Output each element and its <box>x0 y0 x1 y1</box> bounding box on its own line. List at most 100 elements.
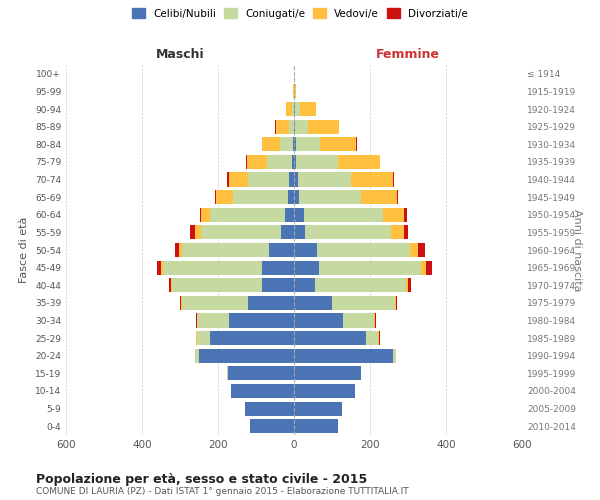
Bar <box>171 278 172 292</box>
Bar <box>296 155 338 169</box>
Bar <box>246 155 247 169</box>
Bar <box>157 260 161 274</box>
Bar <box>295 102 301 116</box>
Bar <box>190 226 195 239</box>
Bar <box>232 384 294 398</box>
Bar <box>298 172 351 186</box>
Bar <box>292 155 294 169</box>
Bar <box>410 243 418 257</box>
Bar <box>247 155 268 169</box>
Bar <box>383 208 404 222</box>
Bar <box>197 314 229 328</box>
Bar <box>406 278 408 292</box>
Bar <box>320 137 356 152</box>
Bar <box>299 190 361 204</box>
Bar <box>281 226 294 239</box>
Bar <box>286 102 292 116</box>
Bar <box>161 260 163 274</box>
Bar <box>182 243 269 257</box>
Bar <box>229 172 248 186</box>
Bar <box>294 120 295 134</box>
Bar <box>294 296 332 310</box>
Bar <box>393 348 396 363</box>
Bar <box>294 190 299 204</box>
Bar <box>294 208 304 222</box>
Bar <box>289 120 293 134</box>
Bar <box>163 260 262 274</box>
Bar <box>245 402 294 415</box>
Bar <box>319 260 421 274</box>
Bar <box>199 348 294 363</box>
Bar <box>292 102 293 116</box>
Bar <box>374 314 376 328</box>
Bar <box>229 314 294 328</box>
Bar <box>179 243 182 257</box>
Bar <box>262 278 294 292</box>
Bar <box>211 331 294 345</box>
Bar <box>294 226 305 239</box>
Bar <box>294 314 343 328</box>
Bar <box>396 296 397 310</box>
Y-axis label: Fasce di età: Fasce di età <box>19 217 29 283</box>
Bar <box>262 137 280 152</box>
Text: Popolazione per età, sesso e stato civile - 2015: Popolazione per età, sesso e stato civil… <box>36 472 367 486</box>
Bar <box>197 331 211 345</box>
Bar <box>201 226 281 239</box>
Bar <box>308 120 339 134</box>
Bar <box>172 278 262 292</box>
Bar <box>421 260 426 274</box>
Bar <box>195 348 199 363</box>
Bar <box>296 137 320 152</box>
Bar <box>418 243 425 257</box>
Bar <box>366 331 377 345</box>
Bar <box>200 208 201 222</box>
Text: Maschi: Maschi <box>155 48 205 62</box>
Bar <box>397 190 398 204</box>
Bar <box>317 243 410 257</box>
Bar <box>250 419 294 433</box>
Bar <box>175 243 179 257</box>
Legend: Celibi/Nubili, Coniugati/e, Vedovi/e, Divorziati/e: Celibi/Nubili, Coniugati/e, Vedovi/e, Di… <box>129 5 471 21</box>
Bar <box>294 84 295 98</box>
Bar <box>294 331 366 345</box>
Bar <box>196 314 197 328</box>
Bar <box>181 296 182 310</box>
Text: COMUNE DI LAURIA (PZ) - Dati ISTAT 1° gennaio 2015 - Elaborazione TUTTITALIA.IT: COMUNE DI LAURIA (PZ) - Dati ISTAT 1° ge… <box>36 488 409 496</box>
Bar <box>377 331 379 345</box>
Bar <box>182 296 248 310</box>
Bar <box>294 278 315 292</box>
Bar <box>332 296 395 310</box>
Bar <box>248 296 294 310</box>
Bar <box>294 172 298 186</box>
Bar <box>379 331 380 345</box>
Bar <box>269 243 294 257</box>
Bar <box>361 190 397 204</box>
Bar <box>395 296 396 310</box>
Bar <box>276 120 289 134</box>
Bar <box>408 278 411 292</box>
Text: Femmine: Femmine <box>376 48 440 62</box>
Bar <box>227 366 294 380</box>
Bar <box>295 120 308 134</box>
Bar <box>289 190 294 204</box>
Bar <box>294 137 296 152</box>
Bar <box>393 172 394 186</box>
Bar <box>294 243 317 257</box>
Bar <box>280 137 293 152</box>
Bar <box>294 402 341 415</box>
Bar <box>404 226 408 239</box>
Bar <box>248 172 289 186</box>
Bar <box>211 208 284 222</box>
Y-axis label: Anni di nascita: Anni di nascita <box>572 209 581 291</box>
Bar <box>201 208 211 222</box>
Bar <box>293 84 294 98</box>
Bar <box>351 172 393 186</box>
Bar <box>284 208 294 222</box>
Bar <box>294 348 393 363</box>
Bar <box>295 84 296 98</box>
Bar <box>262 260 294 274</box>
Bar <box>215 190 216 204</box>
Bar <box>404 208 407 222</box>
Bar <box>343 314 374 328</box>
Bar <box>195 226 201 239</box>
